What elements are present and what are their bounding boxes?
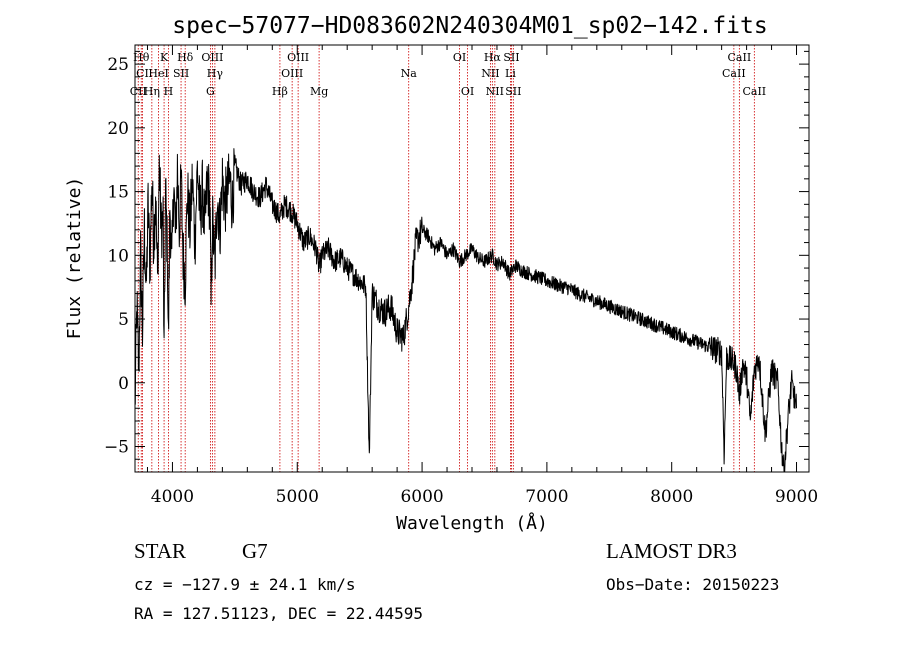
plot-frame [134, 44, 810, 473]
x-tick-label: 4000 [151, 487, 194, 507]
spectral-line-label: Hα [484, 51, 502, 64]
spectral-line-label: Na [401, 67, 418, 80]
spectral-line-label: Hβ [272, 85, 288, 98]
y-axis-label: Flux (relative) [64, 177, 85, 340]
obs-date-text: Obs−Date: 20150223 [606, 575, 779, 594]
redshift-text: cz = −127.9 ± 24.1 km/s [134, 575, 356, 594]
spectral-line-label: H [164, 85, 174, 98]
spectral-line-label: SII [503, 51, 519, 64]
spectral-line-label: CI [136, 67, 149, 80]
spectral-line-label: CII [130, 85, 147, 98]
spectral-line-label: CaII [742, 85, 766, 98]
x-tick-label: 7000 [525, 487, 568, 507]
object-subclass: G7 [242, 539, 268, 563]
spectral-line-label: G [206, 85, 215, 98]
spectral-line-label: Hγ [207, 67, 224, 80]
y-tick-label: 0 [118, 374, 129, 394]
spectral-line-label: HeI [148, 67, 168, 80]
spectral-line-label: K [160, 51, 169, 64]
spectral-line-label: Li [505, 67, 516, 80]
x-axis-ticks: 4000 5000 6000 7000 8000 9000 [146, 45, 818, 507]
y-axis-ticks: −5 0 5 10 15 20 25 [104, 50, 809, 473]
spectral-line-label: OIII [287, 51, 309, 64]
spectral-line-label: OIII [201, 51, 223, 64]
y-tick-label: 20 [107, 119, 129, 139]
spectral-line-label: NII [481, 67, 499, 80]
spectral-line-label: Mg [310, 85, 328, 98]
x-tick-label: 5000 [276, 487, 319, 507]
spectral-line-label: SII [505, 85, 521, 98]
survey-name: LAMOST DR3 [606, 539, 737, 563]
y-tick-label: 5 [118, 310, 129, 330]
spectrum-line [134, 148, 797, 473]
object-class: STAR [134, 539, 186, 563]
spectral-line-label: OIII [281, 67, 303, 80]
spectral-line-label: SII [173, 67, 189, 80]
spectrum-series [134, 148, 797, 473]
spectral-line-label: Hη [144, 85, 160, 98]
x-tick-label: 8000 [650, 487, 693, 507]
spectral-line-label: Hθ [133, 51, 150, 64]
spectral-line-label: CaII [722, 67, 746, 80]
spectral-line-label: NII [486, 85, 504, 98]
y-tick-label: −5 [104, 438, 129, 458]
y-tick-label: 25 [107, 55, 129, 75]
spectral-line-label: OI [461, 85, 474, 98]
spectral-line-labels: CII Hθ CI Hη HeI K H SII Hδ G OIII Hγ Hβ OIII OIII Mg Na… [130, 51, 766, 98]
spectral-line-label: CaII [728, 51, 752, 64]
x-tick-label: 9000 [775, 487, 818, 507]
x-axis-label: Wavelength (Å) [396, 512, 548, 534]
spectral-line-label: OI [453, 51, 466, 64]
x-tick-label: 6000 [400, 487, 443, 507]
spectral-line-label: Hδ [177, 51, 194, 64]
y-tick-label: 10 [107, 246, 129, 266]
coordinates-text: RA = 127.51123, DEC = 22.44595 [134, 604, 423, 623]
y-tick-label: 15 [107, 183, 129, 203]
chart-title: spec−57077−HD083602N240304M01_sp02−142.f… [172, 13, 767, 39]
